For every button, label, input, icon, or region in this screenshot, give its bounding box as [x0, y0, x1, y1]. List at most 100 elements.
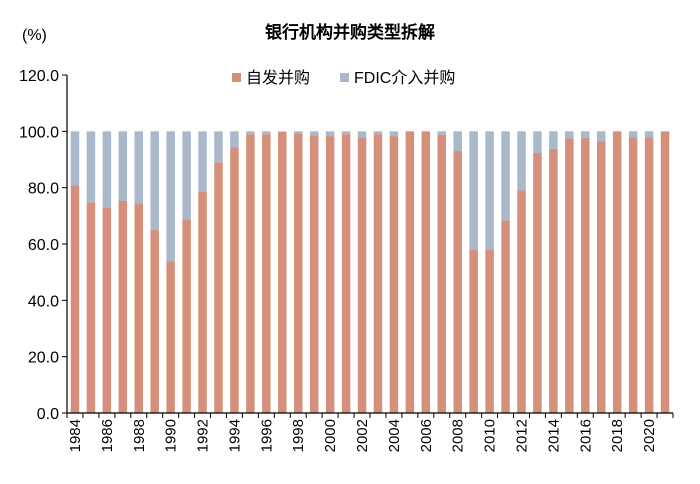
bar-fdic-2020: [644, 131, 654, 138]
bar-organic-2006: [421, 131, 431, 414]
bar-organic-2018: [612, 131, 622, 414]
bar-organic-1994: [230, 147, 239, 413]
x-tick-label: 2004: [386, 419, 403, 452]
y-tick-label: 120.0: [19, 68, 59, 85]
x-tick-label: 1988: [131, 419, 148, 452]
bar-organic-2003: [373, 134, 383, 413]
bar-fdic-1995: [246, 131, 255, 135]
x-tick-label: 1992: [195, 419, 212, 452]
x-tick-label: 2016: [577, 419, 594, 452]
bar-fdic-1991: [182, 131, 191, 220]
bar-organic-2021: [660, 131, 670, 414]
bar-organic-2000: [325, 136, 335, 413]
x-tick-label: 2014: [545, 419, 562, 452]
bar-organic-2020: [644, 137, 654, 413]
bar-organic-2001: [341, 134, 351, 413]
legend-label-0: 自发并购: [246, 69, 310, 87]
bar-fdic-2019: [628, 131, 638, 138]
x-tick-label: 1984: [67, 419, 84, 452]
bar-organic-1990: [166, 261, 175, 413]
bar-fdic-1989: [150, 131, 159, 230]
bar-fdic-2008: [453, 131, 462, 152]
x-tick-label: 2008: [450, 419, 467, 452]
bar-organic-1987: [118, 200, 128, 413]
bar-fdic-1984: [70, 131, 80, 186]
bar-fdic-1985: [86, 131, 96, 203]
legend: 自发并购 FDIC介入并购: [232, 69, 455, 87]
x-tick-label: 2010: [482, 419, 499, 452]
bar-fdic-1986: [102, 131, 112, 208]
bar-organic-1989: [150, 229, 159, 413]
bar-fdic-2014: [549, 131, 558, 149]
bars: [70, 131, 670, 414]
y-tick-label: 0.0: [37, 406, 59, 423]
x-tick-label: 2000: [322, 419, 339, 452]
y-tick-label: 20.0: [28, 350, 59, 367]
x-tick-label: 1996: [258, 419, 275, 452]
bar-organic-1995: [246, 134, 255, 413]
chart-title: 银行机构并购类型拆解: [265, 22, 435, 42]
bar-fdic-1993: [214, 131, 223, 163]
bar-organic-1998: [293, 133, 303, 413]
x-tick-label: 2020: [641, 419, 658, 452]
bar-organic-1999: [309, 135, 319, 413]
bar-organic-2010: [485, 249, 494, 413]
bar-fdic-1998: [293, 131, 303, 134]
x-tick-label: 1990: [163, 419, 180, 452]
bar-organic-2005: [405, 131, 415, 414]
bar-organic-2009: [469, 249, 478, 413]
legend-label-1: FDIC介入并购: [354, 69, 455, 87]
bar-organic-1988: [134, 203, 144, 413]
bar-fdic-2002: [357, 131, 367, 138]
bar-fdic-2011: [501, 131, 510, 221]
x-tick-label: 2012: [514, 419, 531, 452]
bar-fdic-1988: [134, 131, 144, 204]
x-tick-label: 2002: [354, 419, 371, 452]
bar-fdic-2001: [341, 131, 351, 135]
bar-fdic-2017: [596, 131, 606, 142]
y-tick-label: 100.0: [19, 124, 59, 141]
bar-fdic-1997: [278, 131, 287, 132]
bar-fdic-2007: [437, 131, 447, 135]
bar-fdic-2004: [389, 131, 399, 137]
bar-organic-2011: [501, 220, 510, 413]
bar-fdic-2015: [565, 131, 574, 139]
x-tick-label: 1998: [290, 419, 307, 452]
bar-fdic-1987: [118, 131, 128, 201]
bar-fdic-2010: [485, 131, 494, 250]
bar-organic-2004: [389, 136, 399, 413]
bar-organic-2008: [453, 151, 462, 414]
bar-organic-2017: [596, 141, 606, 414]
bar-fdic-2013: [533, 131, 542, 154]
bar-organic-1986: [102, 207, 112, 413]
y-tick-label: 80.0: [28, 181, 59, 198]
y-tick-label: 40.0: [28, 293, 59, 310]
bar-organic-1992: [198, 191, 207, 413]
legend-swatch-1: [340, 73, 349, 82]
bar-organic-1984: [70, 185, 80, 413]
x-tick-label: 1994: [226, 419, 243, 452]
y-tick-label: 60.0: [28, 237, 59, 254]
bar-fdic-1994: [230, 131, 239, 148]
legend-swatch-0: [232, 73, 241, 82]
bar-organic-2002: [357, 137, 367, 413]
x-tick-label: 2006: [418, 419, 435, 452]
bar-organic-2014: [549, 148, 558, 413]
bar-fdic-2012: [517, 131, 526, 191]
bar-organic-2019: [628, 137, 638, 413]
bar-fdic-1992: [198, 131, 207, 192]
bar-organic-2012: [517, 190, 526, 413]
bar-fdic-2000: [325, 131, 335, 137]
bar-fdic-2009: [469, 131, 478, 250]
x-tick-label: 1986: [99, 419, 116, 452]
bar-fdic-1999: [309, 131, 319, 136]
bar-organic-1985: [86, 202, 96, 413]
bar-fdic-1990: [166, 131, 175, 262]
bar-organic-1991: [182, 219, 191, 413]
axes: 1984 1986 1988 1990 1992 1994 1996 1998 2000 2002…: [19, 68, 674, 452]
bar-organic-1997: [278, 131, 287, 413]
bar-organic-1993: [214, 162, 223, 413]
bar-organic-2013: [533, 153, 542, 413]
